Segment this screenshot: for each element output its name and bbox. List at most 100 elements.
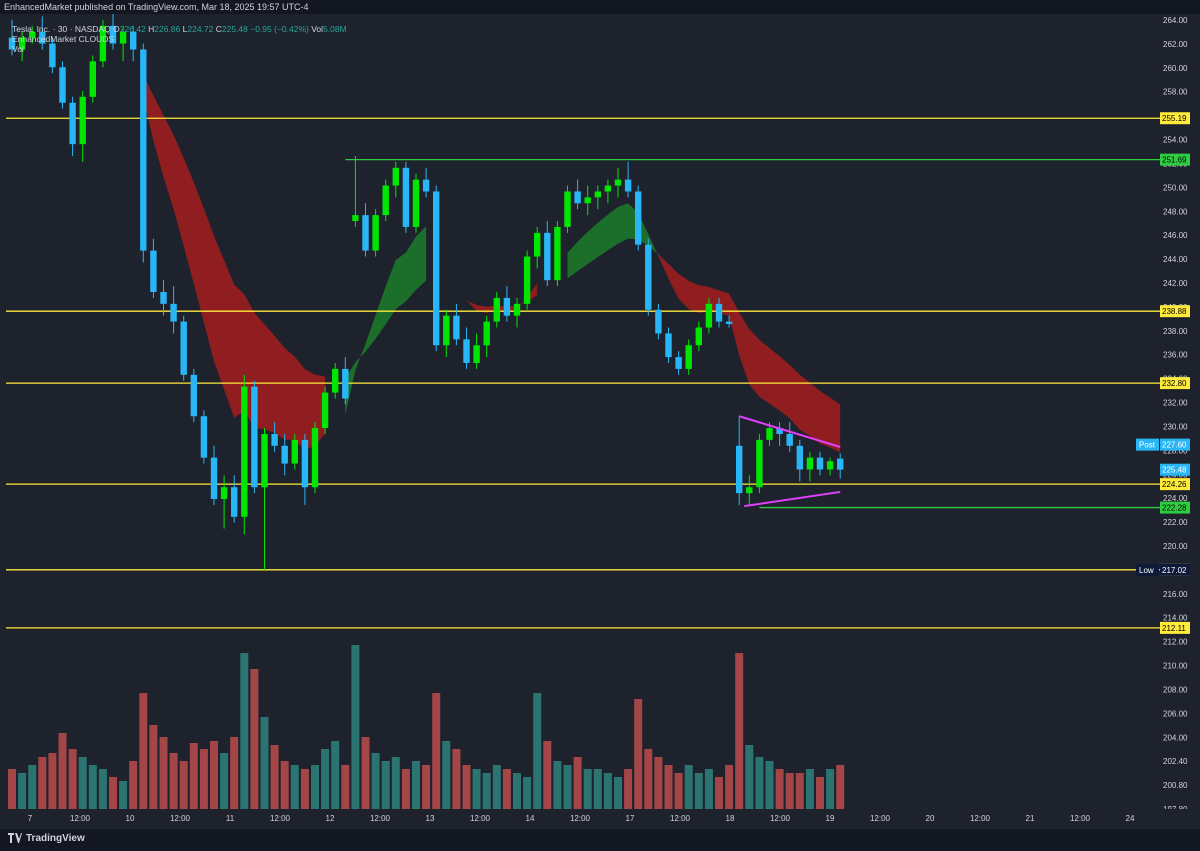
level-tag-label: 222.28 <box>1162 504 1187 513</box>
volume-bar <box>169 753 178 809</box>
candle-body <box>645 244 652 310</box>
candle-body <box>119 31 127 44</box>
candle-body <box>210 457 218 500</box>
candle-body <box>99 25 107 62</box>
volume-bar <box>391 757 400 809</box>
legend-change: −0.95 (−0.42%) <box>250 24 309 34</box>
volume-bar <box>745 745 754 809</box>
time-tick: 21 <box>1026 814 1035 823</box>
candle-body <box>231 487 238 517</box>
triangle-trendlines[interactable] <box>738 415 841 508</box>
candle-body <box>150 250 157 293</box>
candle-body <box>796 445 803 470</box>
candle-body <box>816 457 824 470</box>
legend-high: 226.86 <box>154 24 181 34</box>
price-tick: 220.00 <box>1163 542 1188 551</box>
candle-body <box>493 297 500 322</box>
candle-body <box>806 457 814 470</box>
volume-bar <box>684 765 693 809</box>
candle-body <box>786 433 793 446</box>
volume-bar <box>250 669 259 809</box>
price-tick: 250.00 <box>1163 183 1188 192</box>
volume-bar <box>694 773 703 809</box>
time-tick: 12:00 <box>870 814 891 823</box>
candle-body <box>534 232 541 257</box>
volume-bar <box>58 733 67 809</box>
volume-bar <box>715 777 723 809</box>
price-tick: 262.00 <box>1163 40 1188 49</box>
volume-bar <box>361 737 370 809</box>
volume-bar <box>139 693 148 809</box>
volume-bar <box>179 761 188 809</box>
volume-bar <box>311 765 319 809</box>
volume-bar <box>321 749 330 809</box>
volume-bar <box>280 761 289 809</box>
price-tag-label: 227.60 <box>1162 441 1187 450</box>
candle-body <box>271 433 278 446</box>
price-tick: 210.00 <box>1163 662 1188 671</box>
candle-body <box>49 43 56 68</box>
price-tick: 230.00 <box>1163 422 1188 431</box>
legend-close: 225.48 <box>221 24 248 34</box>
volume-bar <box>583 769 592 809</box>
price-chart[interactable]: 264.00262.00260.00258.00256.00254.00252.… <box>0 14 1200 829</box>
level-tag <box>1160 377 1190 390</box>
published-by-text: EnhancedMarket published on TradingView.… <box>4 2 309 12</box>
level-tag-label: 238.88 <box>1162 307 1187 316</box>
volume-bar <box>422 765 431 809</box>
legend-vol-row[interactable]: Vol <box>12 44 24 54</box>
level-tag-label: 255.19 <box>1162 114 1187 123</box>
volume-bar <box>220 753 229 809</box>
price-tick: 228.00 <box>1163 446 1188 455</box>
price-tick: 200.80 <box>1163 781 1188 790</box>
price-tick: 214.00 <box>1163 614 1188 623</box>
volume-bar <box>48 753 57 809</box>
volume-bar <box>735 653 744 809</box>
volume-bar <box>442 741 451 809</box>
volume-bar <box>826 769 835 809</box>
candle-body <box>574 191 581 204</box>
time-tick: 12:00 <box>1070 814 1091 823</box>
time-tick: 12:00 <box>770 814 791 823</box>
triangle-lower-line <box>744 490 841 508</box>
volume-bar <box>331 741 340 809</box>
volume-bar <box>816 777 824 809</box>
volume-bar <box>290 765 299 809</box>
candle-body <box>200 416 208 458</box>
candle-body <box>513 303 521 316</box>
candle-body <box>826 461 834 470</box>
price-tick: 222.00 <box>1163 518 1188 527</box>
legend-indicator[interactable]: EnhancedMarket CLOUDS <box>12 34 115 44</box>
volume-bar <box>472 769 481 809</box>
candle-body <box>342 368 349 399</box>
time-tick: 7 <box>28 814 33 823</box>
volume-bar <box>614 777 622 809</box>
volume-bar <box>432 693 441 809</box>
legend-low-label: L <box>182 24 188 34</box>
candle-body <box>180 321 187 375</box>
candle-body <box>756 439 763 488</box>
legend-vol-label: Vol <box>311 24 324 34</box>
volume-bar <box>654 757 663 809</box>
candle-body <box>736 445 743 494</box>
candle-body <box>402 167 410 227</box>
candle-body <box>89 61 96 97</box>
horizontal-levels[interactable] <box>6 117 1160 629</box>
candles[interactable] <box>8 14 844 571</box>
time-axis[interactable]: 7 12:00 10 12:00 11 12:00 12 12:00 13 12:00 14 12:0… <box>0 809 1200 829</box>
volume-bar <box>603 773 612 809</box>
time-tick: 12:00 <box>170 814 191 823</box>
candle-body <box>584 197 591 204</box>
tradingview-brand: TradingView <box>26 833 85 844</box>
candle-body <box>79 96 86 145</box>
price-axis[interactable]: 264.00262.00260.00258.00256.00254.00252.… <box>1136 14 1200 829</box>
tradingview-logo[interactable]: TradingView <box>8 833 85 844</box>
volume-bar <box>199 749 208 809</box>
volume-bar <box>412 761 420 809</box>
level-tag-label: 212.11 <box>1162 624 1186 633</box>
volume-bar <box>836 765 845 809</box>
candle-body <box>332 368 339 393</box>
candle-body <box>291 439 298 464</box>
time-tick: 12:00 <box>270 814 291 823</box>
price-tick: 238.00 <box>1163 327 1188 336</box>
